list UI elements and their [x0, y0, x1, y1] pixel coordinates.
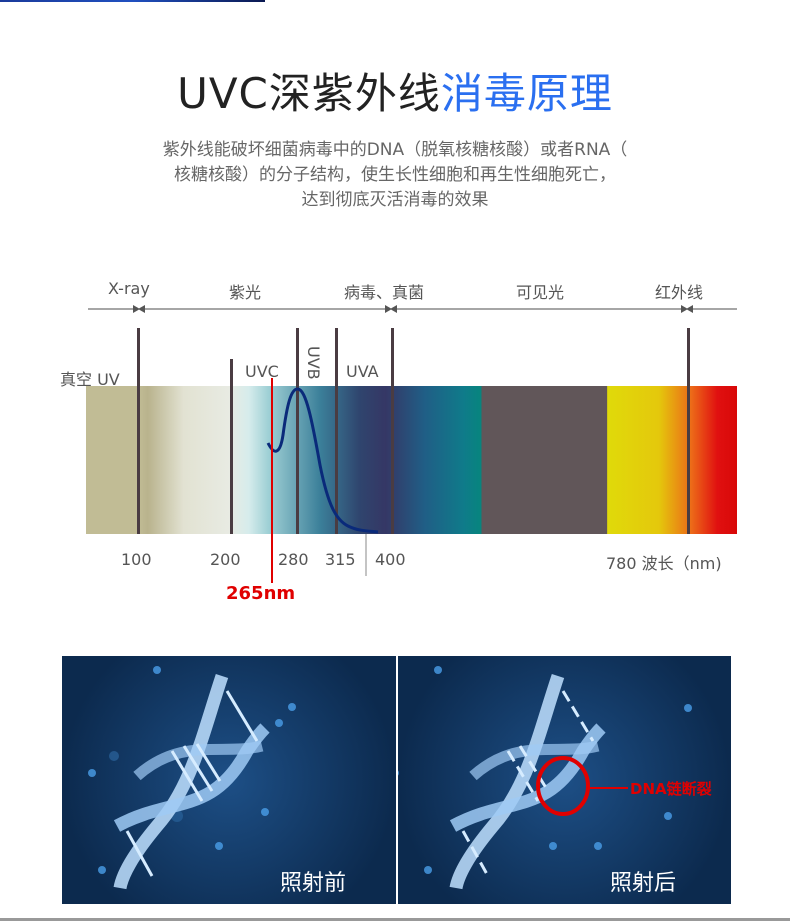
title-main: UVC深紫外线	[177, 69, 441, 118]
dna-after-panel: DNA链断裂 照射后	[391, 656, 731, 904]
page-title: UVC深紫外线消毒原理	[0, 60, 790, 121]
tick-780-wavelength: 780 波长（nm)	[606, 554, 722, 573]
tick-280: 280	[278, 550, 309, 569]
region-visible: 可见光	[516, 283, 565, 302]
absorption-curve	[266, 378, 379, 583]
divider-315	[335, 328, 338, 534]
tick-315: 315	[325, 550, 356, 569]
divider-100	[137, 328, 140, 534]
annotation-dna-break: DNA链断裂	[630, 780, 712, 798]
region-purple-light: 紫光	[229, 283, 262, 302]
tick-100: 100	[121, 550, 152, 569]
label-uvc: UVC	[245, 362, 279, 381]
description-line: 核糖核酸）的分子结构，使生长性细胞和再生性细胞死亡，	[174, 165, 616, 185]
top-accent-bar	[0, 0, 265, 2]
region-xray: X-ray	[108, 279, 150, 298]
tick-400: 400	[375, 550, 406, 569]
range-arrows	[88, 305, 737, 313]
spectrum-band	[86, 386, 737, 534]
dna-helix-image	[88, 666, 296, 890]
divider-400	[391, 328, 394, 534]
bottom-divider	[0, 918, 790, 921]
marker-265nm: 265nm	[226, 583, 296, 604]
divider-280	[296, 328, 299, 534]
description-line: 达到彻底灭活消毒的效果	[301, 190, 489, 210]
caption-after: 照射后	[610, 871, 677, 896]
tick-200: 200	[210, 550, 241, 569]
region-virus-fungi: 病毒、真菌	[344, 283, 425, 302]
description-line: 紫外线能破坏细菌病毒中的DNA（脱氧核糖核酸）或者RNA（	[162, 140, 628, 160]
dna-before-panel: 照射前	[62, 656, 396, 904]
label-vacuum-uv: 真空 UV	[60, 370, 120, 389]
caption-before: 照射前	[280, 871, 347, 896]
label-uva: UVA	[346, 362, 379, 381]
region-infrared: 红外线	[655, 283, 704, 302]
break-highlight-circle	[536, 756, 590, 816]
description: 紫外线能破坏细菌病毒中的DNA（脱氧核糖核酸）或者RNA（ 核糖核酸）的分子结构…	[100, 138, 690, 213]
divider-780	[687, 328, 690, 534]
divider-200	[230, 359, 233, 534]
dna-helix-broken-image	[391, 666, 692, 890]
title-highlight: 消毒原理	[440, 69, 613, 118]
